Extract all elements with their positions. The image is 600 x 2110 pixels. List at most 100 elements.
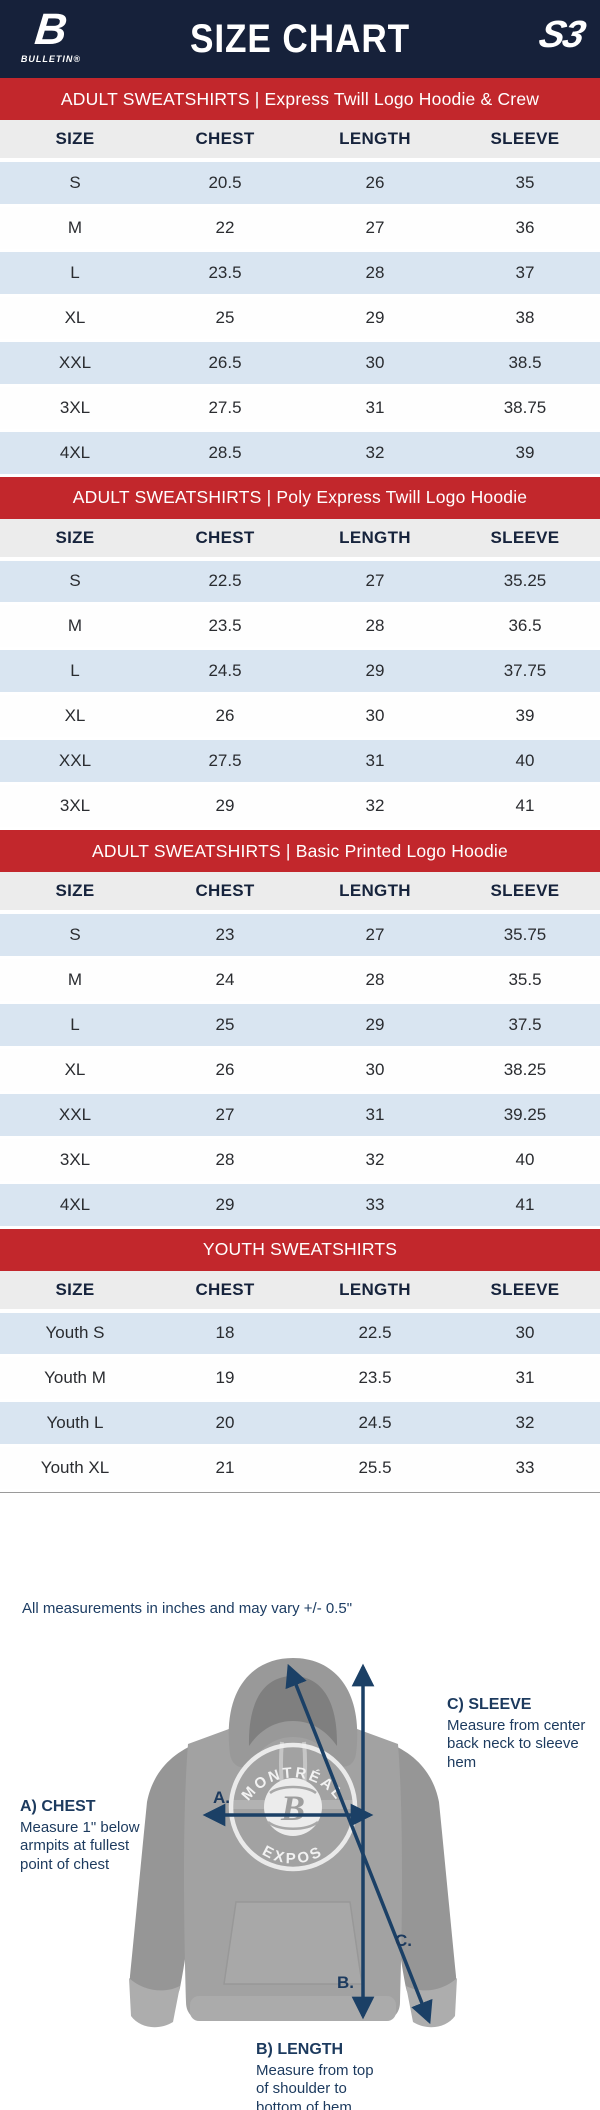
- size-cell: 22.5: [300, 1310, 450, 1357]
- size-cell: 27.5: [150, 385, 300, 432]
- size-cell: 3XL: [0, 1137, 150, 1184]
- size-cell: 40: [450, 738, 600, 785]
- size-cell: 41: [450, 783, 600, 830]
- size-cell: L: [0, 648, 150, 695]
- size-cell: 35: [450, 160, 600, 207]
- size-cell: 29: [300, 295, 450, 342]
- size-cell: 39: [450, 430, 600, 477]
- size-cell: 28: [300, 603, 450, 650]
- size-cell: XL: [0, 693, 150, 740]
- size-cell: 3XL: [0, 385, 150, 432]
- size-cell: L: [0, 1002, 150, 1049]
- table-row: XXL 27 31 39.25: [0, 1092, 600, 1139]
- marker-b-label: B.: [337, 1973, 354, 1992]
- size-cell: 25: [150, 1002, 300, 1049]
- size-cell: 38: [450, 295, 600, 342]
- size-cell: M: [0, 957, 150, 1004]
- size-cell: 33: [450, 1445, 600, 1492]
- header-bar: B BULLETIN® SIZE CHART S3: [0, 0, 600, 78]
- column-header: SLEEVE: [450, 120, 600, 162]
- size-cell: 31: [300, 738, 450, 785]
- size-cell: 41: [450, 1182, 600, 1229]
- size-cell: 39.25: [450, 1092, 600, 1139]
- size-cell: 31: [300, 385, 450, 432]
- size-cell: 23.5: [150, 250, 300, 297]
- column-header: SLEEVE: [450, 872, 600, 914]
- column-header: SIZE: [0, 120, 150, 162]
- column-header: CHEST: [150, 518, 300, 561]
- size-cell: 30: [300, 1047, 450, 1094]
- size-cell: 29: [300, 1002, 450, 1049]
- hoodie-diagram: B MONTRÉAL EXPOS A. B. C.: [129, 1658, 457, 2028]
- size-cell: 25: [150, 295, 300, 342]
- table-row: L 24.5 29 37.75: [0, 648, 600, 695]
- size-cell: 22: [150, 205, 300, 252]
- size-table: SIZE CHEST LENGTH SLEEVE S 20.5 26 35 M 22 27 36 L 23…: [0, 120, 600, 477]
- sleeve-arrow: [285, 1663, 433, 2025]
- size-cell: 4XL: [0, 1182, 150, 1229]
- size-cell: 26: [300, 160, 450, 207]
- size-cell: 27.5: [150, 738, 300, 785]
- chest-measure-title: A) CHEST: [20, 1798, 96, 1815]
- marker-a-label: A.: [213, 1788, 230, 1807]
- size-cell: 26.5: [150, 340, 300, 387]
- size-cell: M: [0, 603, 150, 650]
- length-measure-label: B) LENGTH Measure from top of shoulder t…: [256, 2040, 386, 2110]
- size-cell: 37.5: [450, 1002, 600, 1049]
- column-header: LENGTH: [300, 1270, 450, 1313]
- size-cell: 29: [300, 648, 450, 695]
- size-cell: M: [0, 205, 150, 252]
- size-cell: 23.5: [300, 1355, 450, 1402]
- section-banner: YOUTH SWEATSHIRTS: [0, 1228, 600, 1271]
- size-cell: 36: [450, 205, 600, 252]
- size-cell: XXL: [0, 1092, 150, 1139]
- size-cell: 24.5: [300, 1400, 450, 1447]
- size-cell: 38.25: [450, 1047, 600, 1094]
- size-cell: 23: [150, 912, 300, 959]
- size-cell: Youth XL: [0, 1445, 150, 1492]
- size-cell: 32: [300, 783, 450, 830]
- size-cell: XXL: [0, 738, 150, 785]
- size-table: SIZE CHEST LENGTH SLEEVE S 23 27 35.75 M 24 28 35.5…: [0, 872, 600, 1229]
- size-cell: 36.5: [450, 603, 600, 650]
- table-row: Youth M 19 23.5 31: [0, 1355, 600, 1402]
- size-cell: 18: [150, 1310, 300, 1357]
- measurements-note: All measurements in inches and may vary …: [22, 1600, 353, 1617]
- column-header: LENGTH: [300, 872, 450, 914]
- sleeve-measure-label: C) SLEEVE Measure from center back neck …: [447, 1695, 599, 1773]
- size-cell: 21: [150, 1445, 300, 1492]
- size-cell: 3XL: [0, 783, 150, 830]
- column-header: SIZE: [0, 1270, 150, 1313]
- size-cell: 37.75: [450, 648, 600, 695]
- table-row: 3XL 28 32 40: [0, 1137, 600, 1184]
- table-row: XXL 26.5 30 38.5: [0, 340, 600, 387]
- table-row: M 22 27 36: [0, 205, 600, 252]
- size-cell: 20: [150, 1400, 300, 1447]
- size-cell: 25.5: [300, 1445, 450, 1492]
- table-row: 3XL 27.5 31 38.75: [0, 385, 600, 432]
- table-row: 4XL 29 33 41: [0, 1182, 600, 1229]
- size-cell: Youth M: [0, 1355, 150, 1402]
- size-cell: 19: [150, 1355, 300, 1402]
- column-header: SIZE: [0, 518, 150, 561]
- size-cell: 24.5: [150, 648, 300, 695]
- size-tables: ADULT SWEATSHIRTS | Express Twill Logo H…: [0, 78, 600, 1492]
- sleeve-measure-title: C) SLEEVE: [447, 1696, 532, 1713]
- size-cell: 30: [300, 340, 450, 387]
- size-cell: 4XL: [0, 430, 150, 477]
- size-cell: 37: [450, 250, 600, 297]
- size-cell: XL: [0, 295, 150, 342]
- table-row: M 24 28 35.5: [0, 957, 600, 1004]
- size-cell: L: [0, 250, 150, 297]
- column-header: CHEST: [150, 872, 300, 914]
- size-cell: 35.5: [450, 957, 600, 1004]
- size-cell: 32: [300, 430, 450, 477]
- bulletin-wordmark: BULLETIN®: [20, 54, 82, 64]
- size-cell: Youth S: [0, 1310, 150, 1357]
- table-row: 3XL 29 32 41: [0, 783, 600, 830]
- table-row: L 23.5 28 37: [0, 250, 600, 297]
- size-cell: S: [0, 912, 150, 959]
- size-cell: 31: [450, 1355, 600, 1402]
- length-measure-desc: Measure from top of shoulder to bottom o…: [256, 2061, 374, 2110]
- column-header: LENGTH: [300, 120, 450, 162]
